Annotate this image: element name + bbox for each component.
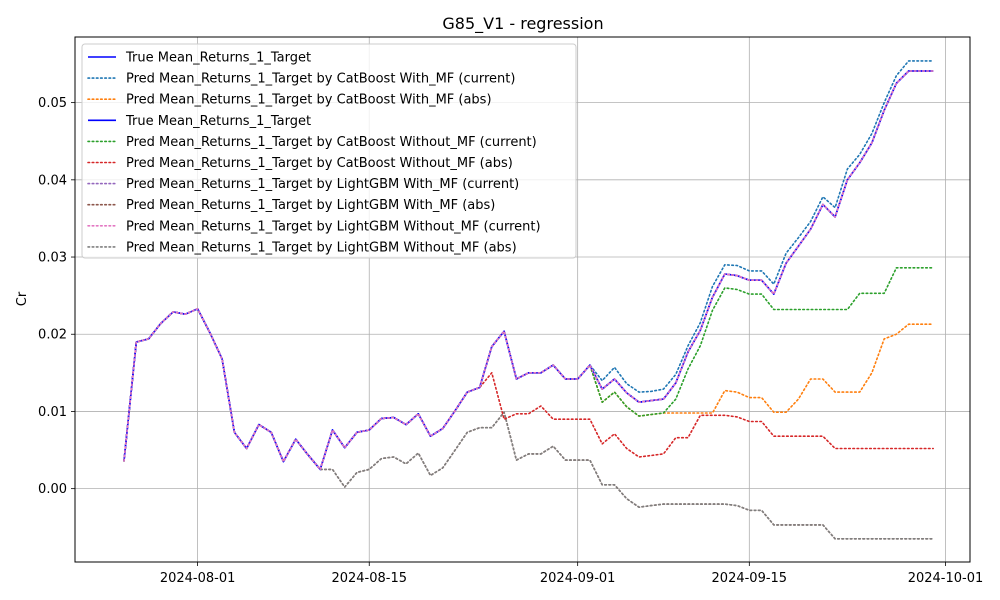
legend: True Mean_Returns_1_Target Pred Mean_Retu… — [81, 43, 577, 259]
y-tick-label: 0.01 — [38, 405, 67, 420]
legend-entry: True Mean_Returns_1_Target — [125, 114, 311, 129]
legend-box — [81, 43, 577, 259]
legend-entry: Pred Mean_Returns_1_Target by CatBoost W… — [126, 72, 515, 87]
series-line — [123, 70, 935, 471]
x-tick-label: 2024-08-01 — [160, 571, 236, 586]
x-tick-label: 2024-09-15 — [712, 571, 788, 586]
legend-entry: Pred Mean_Returns_1_Target by CatBoost W… — [126, 93, 492, 108]
x-tick-label: 2024-09-01 — [540, 571, 616, 586]
legend-entry: Pred Mean_Returns_1_Target by LightGBM W… — [126, 198, 495, 213]
legend-entry: Pred Mean_Returns_1_Target by LightGBM W… — [126, 240, 517, 255]
y-axis-label: Cr — [15, 291, 30, 306]
y-tick-label: 0.03 — [38, 251, 67, 266]
chart-title: G85_V1 - regression — [442, 14, 603, 34]
y-tick-label: 0.02 — [38, 328, 67, 343]
x-axis: 2024-08-01 2024-08-15 2024-09-01 2024-09-15… — [160, 562, 983, 586]
legend-entry: Pred Mean_Returns_1_Target by CatBoost W… — [126, 135, 537, 150]
x-tick-label: 2024-08-15 — [331, 571, 407, 586]
series-lines — [123, 60, 935, 540]
legend-entry: True Mean_Returns_1_Target — [125, 51, 311, 66]
y-tick-label: 0.00 — [38, 482, 67, 497]
legend-entry: Pred Mean_Returns_1_Target by LightGBM W… — [126, 177, 519, 192]
plot-frame — [74, 36, 971, 563]
legend-entry: Pred Mean_Returns_1_Target by CatBoost W… — [126, 156, 513, 171]
y-tick-label: 0.04 — [38, 173, 67, 188]
y-axis: 0.00 0.01 0.02 0.03 0.04 0.05 — [38, 96, 75, 497]
legend-entry: Pred Mean_Returns_1_Target by LightGBM W… — [126, 219, 541, 234]
y-tick-label: 0.05 — [38, 96, 67, 111]
x-tick-label: 2024-10-01 — [908, 571, 984, 586]
